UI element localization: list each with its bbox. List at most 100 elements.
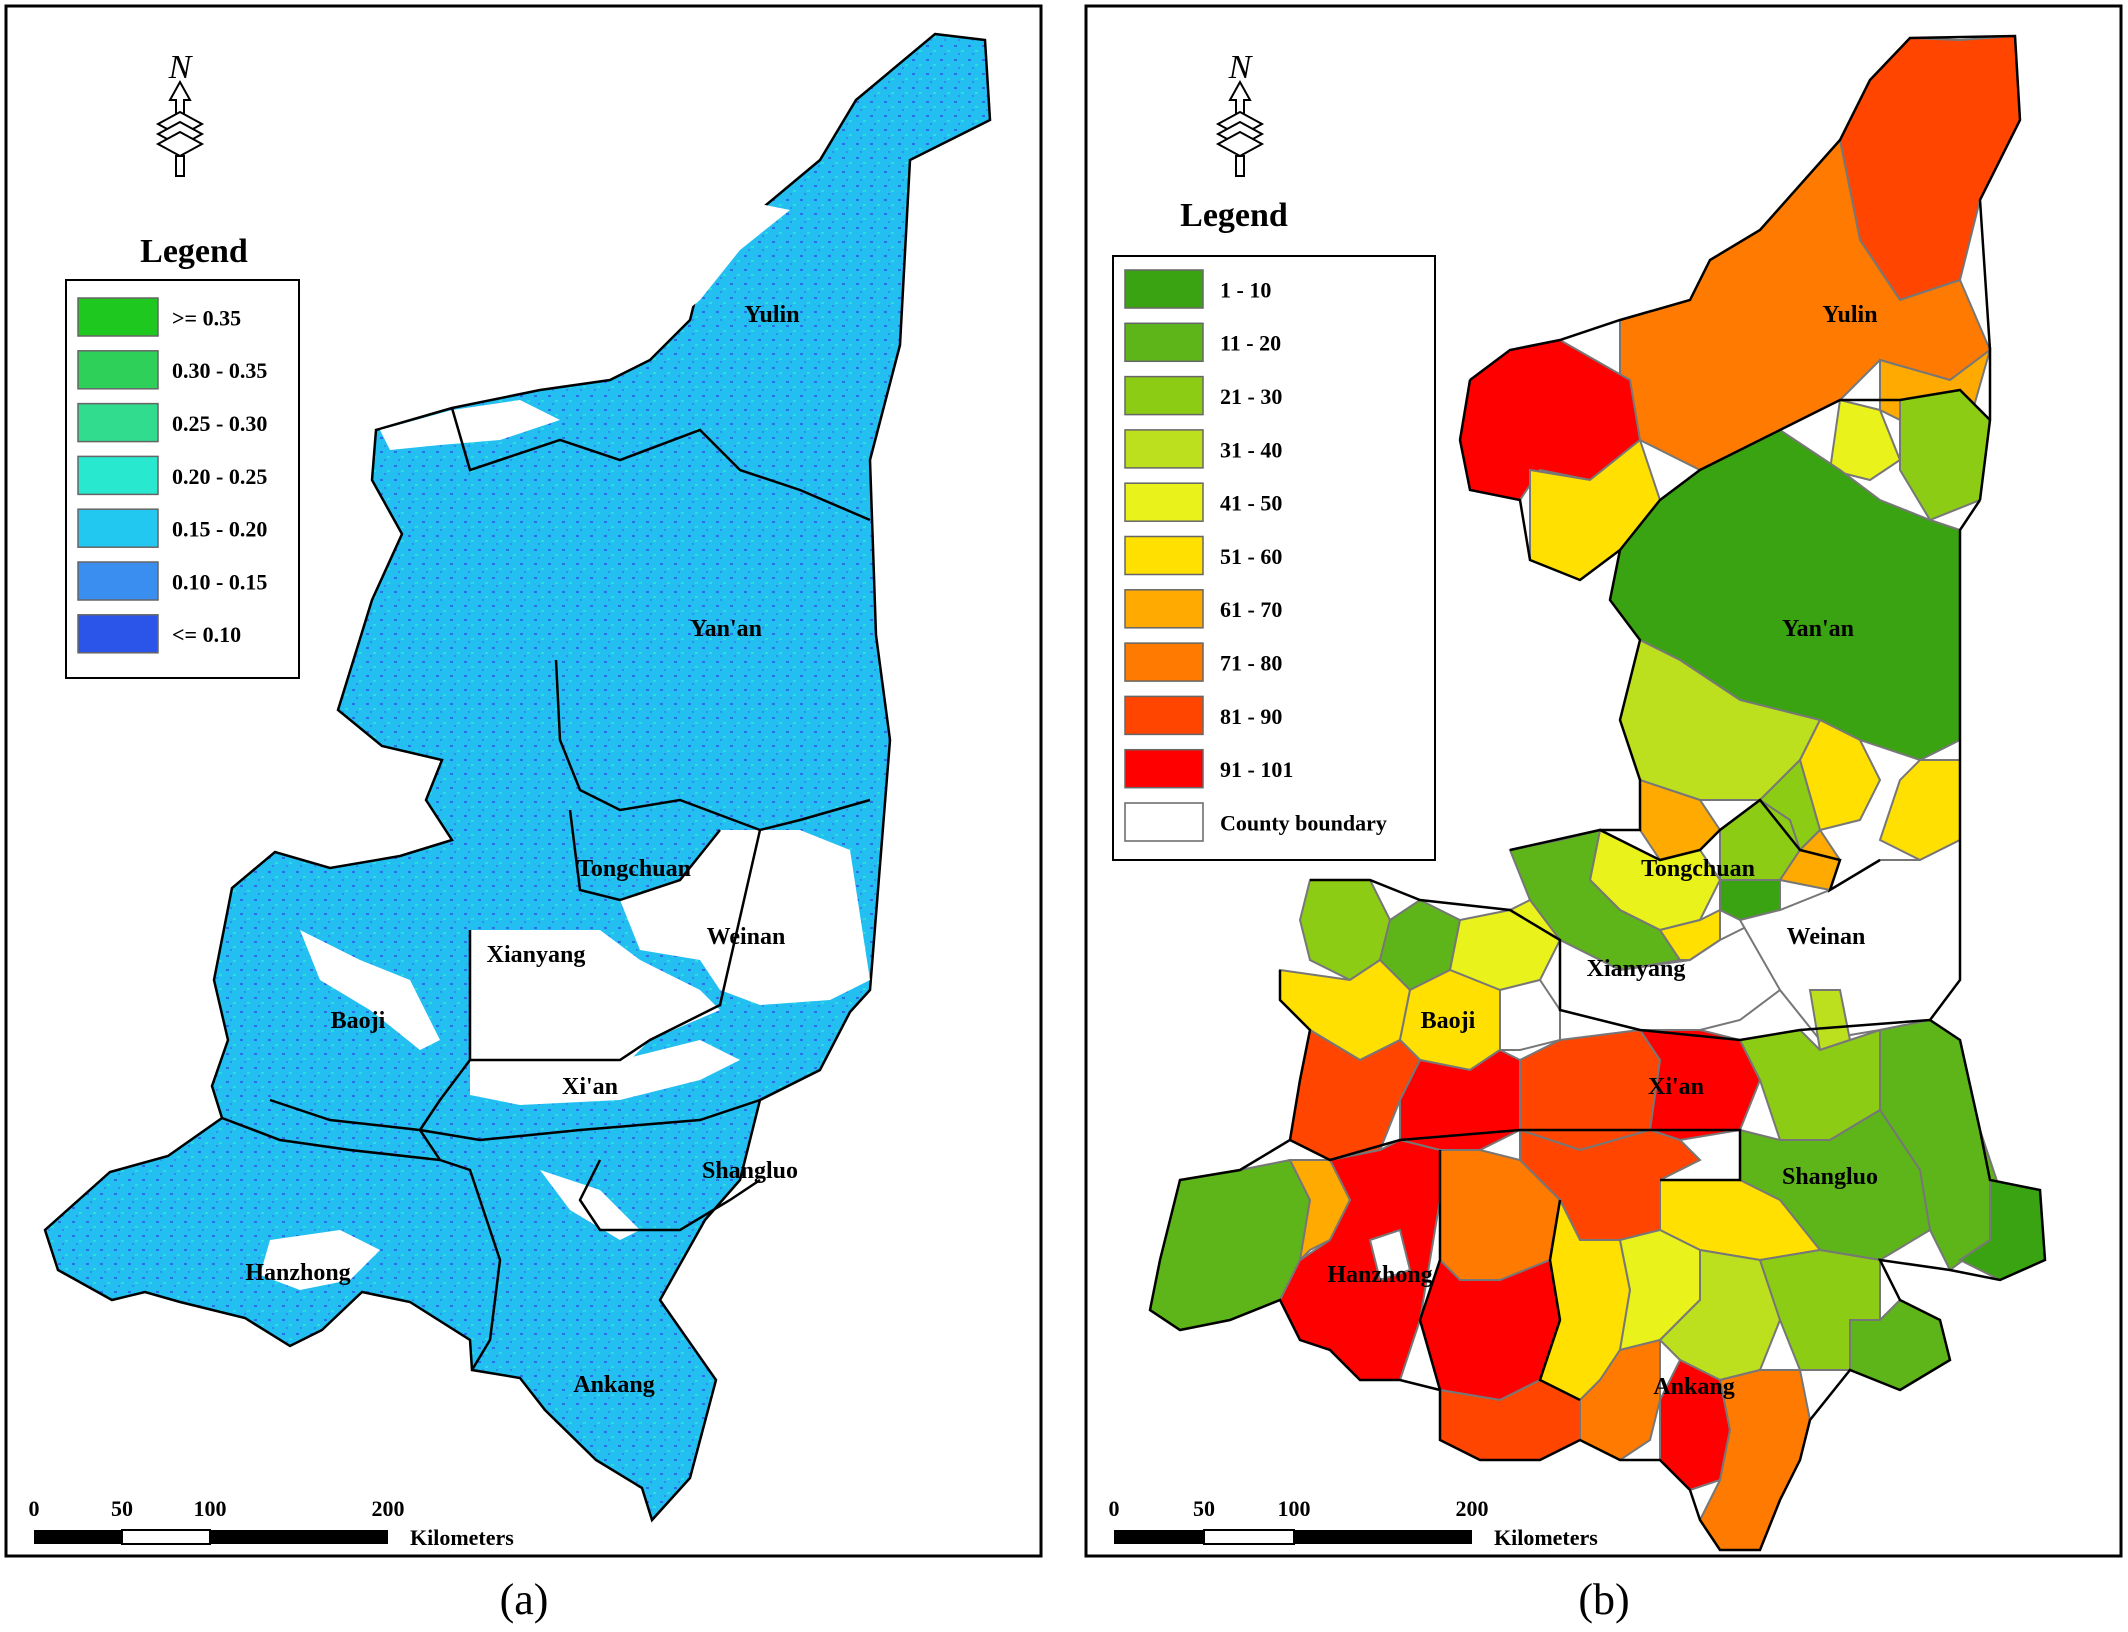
scale-tick-0: 0 xyxy=(1109,1496,1120,1521)
panel-a-white-patch-baoji xyxy=(300,930,440,1050)
label-xian: Xi'an xyxy=(1648,1074,1704,1100)
county-white-hanzhong xyxy=(1368,1228,1412,1282)
label-xianyang: Xianyang xyxy=(1587,956,1686,982)
legend-label: >= 0.35 xyxy=(172,305,241,330)
scale-tick-100: 100 xyxy=(194,1496,227,1521)
legend-swatch xyxy=(1124,482,1204,522)
legend-swatch xyxy=(1124,589,1204,629)
label-baoji: Baoji xyxy=(1421,1008,1476,1034)
legend-label: 61 - 70 xyxy=(1220,597,1282,622)
panel-a-white-patch-ankang xyxy=(540,1170,640,1240)
label-baoji: Baoji xyxy=(331,1008,386,1034)
label-yanan: Yan'an xyxy=(1782,616,1854,642)
scale-tick-200: 200 xyxy=(1456,1496,1489,1521)
scale-tick-200: 200 xyxy=(372,1496,405,1521)
legend-swatch xyxy=(1124,695,1204,736)
panel-a-white-patch-northwest xyxy=(380,400,560,450)
county-lime-yulin xyxy=(1828,398,1902,482)
panel-b-legend: Legend 1 - 10 11 - 20 21 - 30 31 - 40 41 - 5… xyxy=(1112,197,1436,861)
caption-b: (b) xyxy=(1578,1575,1629,1624)
label-shangluo: Shangluo xyxy=(702,1158,798,1184)
panel-a-legend: Legend >= 0.35 0.30 - 0.35 0.25 - 0.30 0.20… xyxy=(65,233,300,679)
legend-label: 91 - 101 xyxy=(1220,757,1293,782)
panel-a-scale-bar: 0 50 100 200 Kilometers xyxy=(29,1496,515,1550)
panel-a-white-patch-shangluo xyxy=(780,1100,860,1170)
legend-swatch xyxy=(1124,802,1204,842)
panel-a-legend-title: Legend xyxy=(140,233,248,270)
legend-swatch xyxy=(1124,375,1204,416)
legend-swatch xyxy=(77,297,159,337)
legend-label: 0.30 - 0.35 xyxy=(172,358,267,383)
panel-a-north-arrow: N xyxy=(155,49,205,177)
legend-swatch xyxy=(77,561,159,601)
scale-unit: Kilometers xyxy=(1494,1525,1598,1550)
legend-label: 21 - 30 xyxy=(1220,384,1282,409)
legend-swatch xyxy=(1124,642,1204,682)
label-yulin: Yulin xyxy=(744,302,799,328)
legend-label: 0.10 - 0.15 xyxy=(172,569,267,594)
legend-swatch xyxy=(77,455,159,496)
legend-swatch xyxy=(1124,322,1204,363)
legend-label: 0.20 - 0.25 xyxy=(172,464,267,489)
legend-swatch xyxy=(77,614,159,654)
legend-swatch xyxy=(1124,535,1204,576)
legend-label: 1 - 10 xyxy=(1220,277,1271,302)
panel-a-white-patch-weinan xyxy=(620,830,870,1005)
label-weinan: Weinan xyxy=(1787,924,1866,950)
legend-swatch xyxy=(1124,269,1204,309)
caption-a: (a) xyxy=(500,1575,549,1624)
legend-swatch xyxy=(77,350,159,390)
legend-label: 41 - 50 xyxy=(1220,491,1282,516)
label-xian: Xi'an xyxy=(562,1074,618,1100)
legend-label: 0.15 - 0.20 xyxy=(172,517,267,542)
panel-b-legend-title: Legend xyxy=(1180,197,1288,234)
panel-a-white-patch-xianyang xyxy=(470,930,720,1080)
legend-label: 71 - 80 xyxy=(1220,650,1282,675)
legend-swatch xyxy=(1124,429,1204,469)
panel-b-region-labels: Yulin Yan'an Tongchuan Xianyang Weinan B… xyxy=(1327,302,1878,1400)
scale-unit: Kilometers xyxy=(410,1525,514,1550)
label-ankang: Ankang xyxy=(1653,1374,1734,1400)
legend-label: 0.25 - 0.30 xyxy=(172,411,267,436)
panel-b-scale-bar: 0 50 100 200 Kilometers xyxy=(1109,1496,1599,1550)
label-weinan: Weinan xyxy=(707,924,786,950)
panel-b-counties xyxy=(1148,34,2047,1551)
legend-label: 31 - 40 xyxy=(1220,437,1282,462)
scale-tick-50: 50 xyxy=(111,1496,133,1521)
panel-a-boundaries xyxy=(221,407,871,1371)
panel-a-region-labels: Yulin Yan'an Tongchuan Xianyang Weinan B… xyxy=(245,302,799,1398)
legend-label: 51 - 60 xyxy=(1220,544,1282,569)
label-xianyang: Xianyang xyxy=(487,942,586,968)
legend-swatch xyxy=(77,402,159,443)
panel-a-white-patch-hanzhong xyxy=(260,1230,380,1290)
county-orange-tongchuan xyxy=(1778,828,1842,892)
label-shangluo: Shangluo xyxy=(1782,1164,1878,1190)
label-yulin: Yulin xyxy=(1822,302,1877,328)
legend-label: 81 - 90 xyxy=(1220,704,1282,729)
legend-swatch xyxy=(77,508,159,548)
legend-swatch xyxy=(1124,748,1204,789)
panel-b: N Legend 1 - 10 11 - 20 21 - 30 31 - 40 41 -… xyxy=(1084,4,2123,1558)
legend-label: 11 - 20 xyxy=(1220,331,1281,356)
panel-b-boundaries xyxy=(1148,34,2047,1552)
county-red-orange-ankang-n xyxy=(1519,1128,1702,1241)
scale-tick-50: 50 xyxy=(1193,1496,1215,1521)
label-hanzhong: Hanzhong xyxy=(1327,1262,1432,1288)
panel-b-north-arrow: N xyxy=(1215,49,1265,177)
panel-a: N Legend >= 0.35 0.30 - 0.35 0.25 - 0.30 0.… xyxy=(4,4,1043,1558)
panel-a-white-patch-xian xyxy=(470,1040,740,1105)
label-ankang: Ankang xyxy=(573,1372,654,1398)
label-tongchuan: Tongchuan xyxy=(577,856,691,882)
label-hanzhong: Hanzhong xyxy=(245,1260,350,1286)
panel-a-white-patch-north xyxy=(540,200,790,345)
north-label: N xyxy=(168,49,194,86)
label-tongchuan: Tongchuan xyxy=(1641,856,1755,882)
scale-tick-100: 100 xyxy=(1278,1496,1311,1521)
county-red-hanzhong-s xyxy=(1418,1258,1562,1402)
label-yanan: Yan'an xyxy=(690,616,762,642)
legend-label: County boundary xyxy=(1220,810,1387,835)
legend-label: <= 0.10 xyxy=(172,622,241,647)
scale-tick-0: 0 xyxy=(29,1496,40,1521)
north-label: N xyxy=(1228,49,1254,86)
